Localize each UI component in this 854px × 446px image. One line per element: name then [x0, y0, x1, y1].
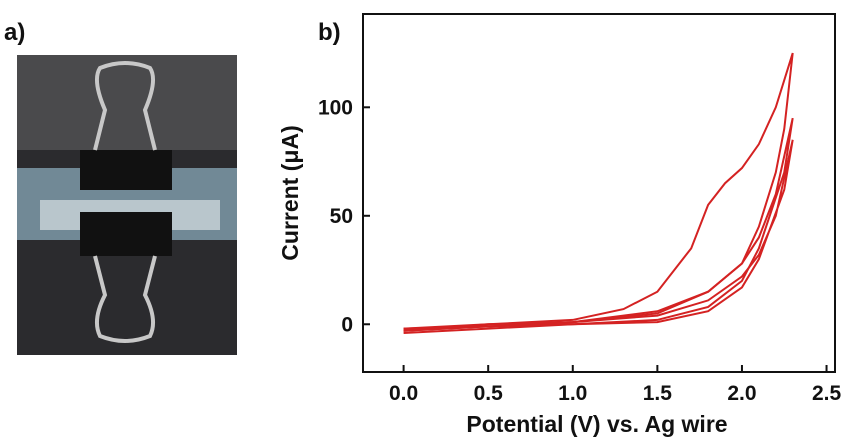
- y-axis-label: Current (μA): [277, 125, 303, 260]
- x-tick-label: 0.5: [474, 382, 504, 405]
- panel-label: a): [4, 19, 25, 46]
- x-tick-label: 0.0: [389, 382, 418, 405]
- panel-label: b): [318, 19, 341, 46]
- x-axis-label: Potential (V) vs. Ag wire: [466, 411, 727, 437]
- photo: [17, 55, 237, 355]
- plot-frame: [362, 13, 836, 373]
- cv-curve: [403, 117, 794, 332]
- x-tick-label: 2.5: [812, 382, 842, 405]
- x-tick-label: 1.0: [558, 382, 587, 405]
- x-tick-label: 1.5: [643, 382, 673, 405]
- y-tick-label: 50: [330, 205, 353, 228]
- cv-curve: [403, 139, 794, 334]
- y-tick-label: 100: [318, 96, 353, 119]
- cv-curve: [403, 52, 794, 332]
- y-tick-label: 0: [341, 313, 353, 336]
- x-tick-label: 2.0: [727, 382, 756, 405]
